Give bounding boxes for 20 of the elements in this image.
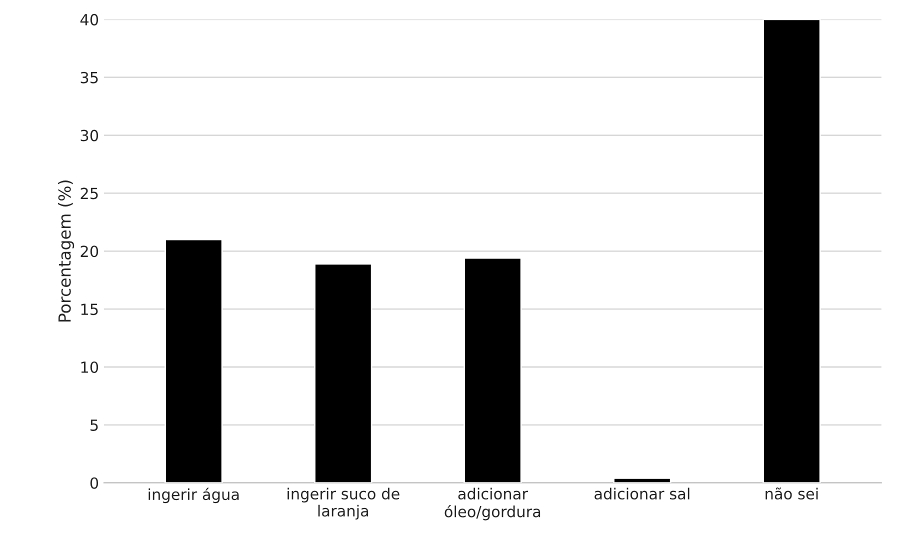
- y-tick-label: 20: [80, 246, 98, 258]
- bar: [164, 238, 223, 483]
- y-tick-label: 10: [81, 361, 98, 374]
- y-tick-label: 25: [80, 188, 98, 200]
- x-tick-label: ingerir suco de laranja: [288, 488, 400, 520]
- y-tick-label: 30: [80, 130, 98, 142]
- y-tick-label: 15: [81, 304, 98, 316]
- x-tick-label: não sei: [766, 487, 818, 500]
- bar: [314, 263, 372, 483]
- y-tick-label: 0: [90, 477, 98, 489]
- bar: [762, 19, 821, 483]
- y-axis-title: Porcentagem (%): [58, 180, 74, 322]
- bar: [613, 478, 672, 483]
- x-tick-label: adicionar sal: [594, 488, 690, 500]
- y-tick-label: 40: [80, 14, 98, 26]
- y-tick-label: 5: [90, 420, 98, 431]
- x-tick-label: ingerir água: [148, 488, 239, 504]
- bar: [464, 257, 522, 483]
- x-tick-label: adicionar óleo/gordura: [444, 488, 540, 520]
- y-tick-label: 35: [80, 72, 98, 84]
